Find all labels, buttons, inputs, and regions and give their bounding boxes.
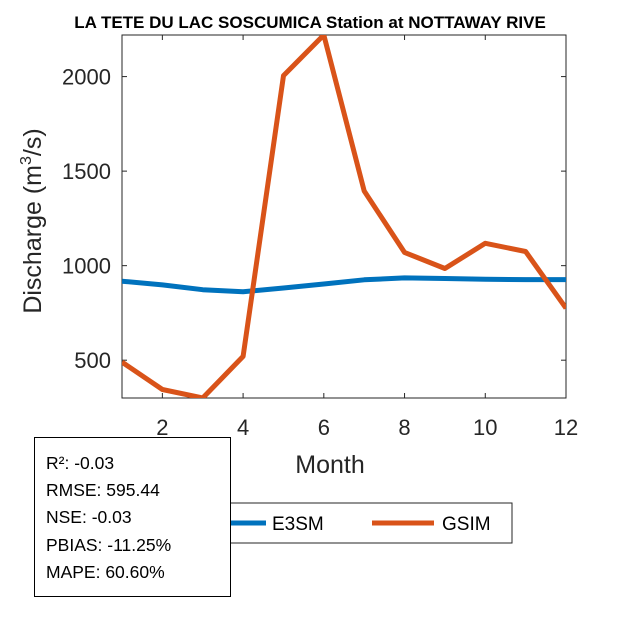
- y-tick-label: 1500: [62, 159, 111, 184]
- y-tick-label: 1000: [62, 254, 111, 279]
- stat-r2: R²: -0.03: [46, 453, 115, 473]
- y-tick-label: 2000: [62, 65, 111, 90]
- series-line-e3sm: [122, 275, 566, 295]
- y-axis-label: Discharge (m3/s): [18, 128, 47, 313]
- y-axis-label-superscript: 3: [18, 156, 35, 165]
- series-line-gsim: [122, 35, 566, 398]
- legend-label-gsim: GSIM: [442, 514, 491, 535]
- x-tick-label: 2: [156, 415, 168, 440]
- x-axis-label: Month: [295, 451, 364, 479]
- y-axis-ticks: 500 1000 1500 2000: [62, 65, 566, 373]
- legend-label-e3sm: E3SM: [272, 514, 324, 535]
- x-tick-label: 4: [237, 415, 249, 440]
- x-tick-label: 8: [398, 415, 410, 440]
- stat-mape: MAPE: 60.60%: [46, 561, 165, 582]
- y-tick-label: 500: [74, 348, 111, 373]
- stats-box: R²: -0.03 RMSE: 595.44 NSE: -0.03 PBIAS:…: [34, 437, 231, 597]
- x-tick-label: 12: [554, 415, 578, 440]
- stat-nse: NSE: -0.03: [46, 507, 132, 528]
- y-axis-label-end: /s): [19, 128, 47, 156]
- x-tick-label: 6: [318, 415, 330, 440]
- stat-rmse: RMSE: 595.44: [46, 480, 160, 501]
- plot-area: [121, 34, 567, 399]
- x-axis-ticks: 2 4 6 8 10 12: [156, 35, 578, 440]
- legend-box: [217, 502, 513, 544]
- chart-title: LA TETE DU LAC SOSCUMICA Station at NOTT…: [74, 13, 546, 32]
- legend: E3SM GSIM: [217, 502, 513, 544]
- x-tick-label: 10: [473, 415, 497, 440]
- stat-pbias: PBIAS: -11.25%: [46, 534, 172, 555]
- y-axis-label-main: Discharge (m: [19, 165, 47, 314]
